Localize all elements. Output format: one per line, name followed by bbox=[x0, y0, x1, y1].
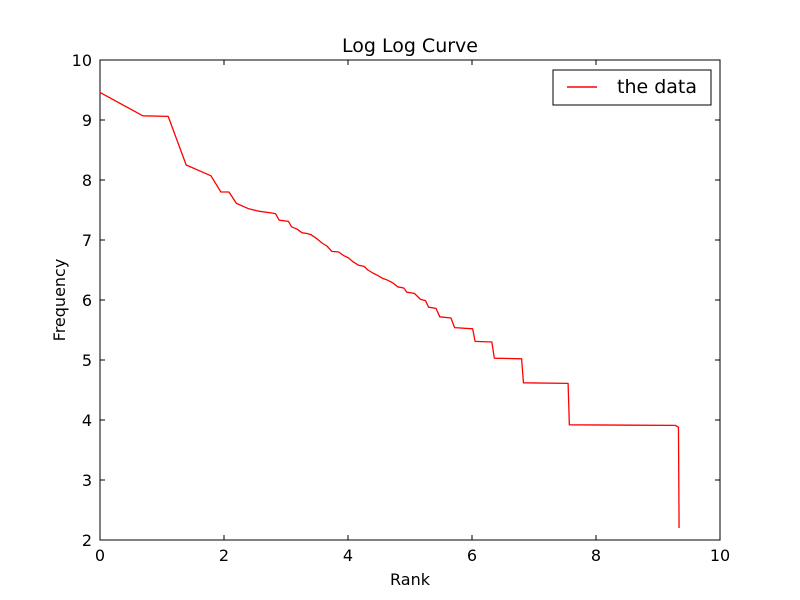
plot-area-frame bbox=[99, 59, 721, 541]
y-axis-label: Frequency bbox=[50, 259, 69, 342]
x-tick-label: 8 bbox=[591, 546, 601, 565]
series-line-0 bbox=[99, 91, 680, 529]
legend: the data bbox=[552, 69, 712, 106]
y-tick-label: 10 bbox=[72, 51, 92, 70]
y-tick-label: 8 bbox=[82, 171, 92, 190]
y-tick-label: 5 bbox=[82, 351, 92, 370]
x-tick-label: 4 bbox=[343, 546, 353, 565]
y-tick-label: 6 bbox=[82, 291, 92, 310]
x-tick-label: 6 bbox=[467, 546, 477, 565]
x-tick-label: 2 bbox=[219, 546, 229, 565]
y-tick-label: 9 bbox=[82, 111, 92, 130]
y-tick-label: 4 bbox=[82, 411, 92, 430]
y-tick-label: 3 bbox=[82, 471, 92, 490]
legend-label: the data bbox=[617, 76, 697, 98]
chart-title: Log Log Curve bbox=[342, 35, 478, 57]
x-tick-label: 0 bbox=[95, 546, 105, 565]
y-tick-label: 7 bbox=[82, 231, 92, 250]
x-axis-label: Rank bbox=[390, 570, 431, 589]
series-layer bbox=[99, 91, 680, 529]
y-tick-label: 2 bbox=[82, 531, 92, 550]
x-tick-label: 10 bbox=[710, 546, 730, 565]
